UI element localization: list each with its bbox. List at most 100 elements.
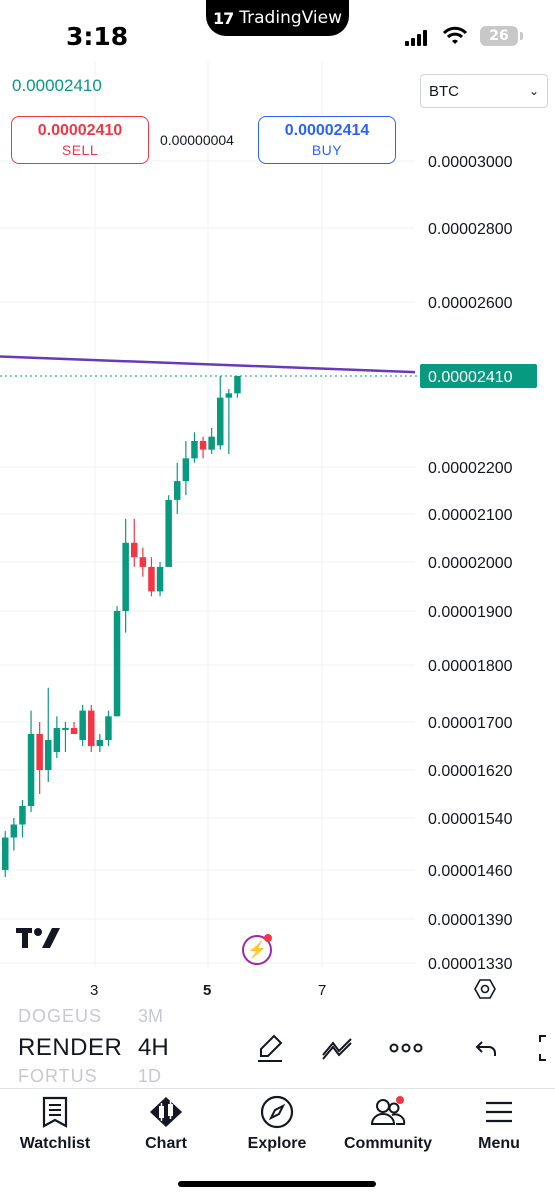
candle-body [208, 436, 215, 450]
time-tick: 3 [90, 982, 99, 999]
fullscreen-button[interactable] [532, 1030, 555, 1066]
nav-community[interactable]: Community [333, 1095, 443, 1153]
candle [36, 722, 43, 794]
candle [79, 704, 86, 746]
indicators-button[interactable] [320, 1030, 356, 1066]
compass-icon [260, 1095, 294, 1129]
lightning-icon[interactable]: ⚡ [242, 934, 272, 965]
candle [148, 557, 155, 597]
chevron-down-icon: ⌄ [528, 84, 539, 98]
draw-tool-button[interactable] [252, 1030, 288, 1066]
tradingview-mini-logo-icon: 17 [213, 8, 234, 28]
price-axis-label: 0.00002600 [428, 295, 513, 312]
candle [156, 562, 164, 597]
price-axis-label: 0.00001800 [428, 658, 513, 675]
candle-body [182, 458, 190, 482]
sell-button[interactable]: 0.00002410 SELL [11, 116, 149, 164]
candle-body [234, 376, 241, 394]
candle-body [131, 542, 138, 558]
more-dots-icon [389, 1043, 423, 1053]
nav-chart[interactable]: Chart [111, 1095, 221, 1153]
price-axis-label: 0.00001540 [428, 811, 513, 828]
wifi-icon [442, 26, 468, 44]
price-axis-label: 0.00001700 [428, 715, 513, 732]
price-axis-label: 0.00002800 [428, 221, 513, 238]
watchlist-icon [42, 1096, 68, 1128]
nav-watchlist-label: Watchlist [19, 1135, 91, 1152]
nav-explore[interactable]: Explore [222, 1095, 332, 1153]
interval-next[interactable]: 1D [138, 1066, 162, 1086]
sell-label: SELL [61, 142, 99, 158]
candle-body [2, 837, 9, 870]
trendline[interactable] [0, 355, 416, 374]
status-bar: 3:18 17 TradingView 26 [0, 0, 555, 62]
candle [70, 722, 78, 734]
symbol-prev[interactable]: DOGEUS [18, 1006, 103, 1026]
candle-body [79, 710, 86, 740]
candle-body [10, 824, 18, 838]
candle [10, 818, 18, 851]
symbol-current[interactable]: RENDER [18, 1034, 123, 1061]
candle-body [165, 499, 172, 567]
dynamic-island: 17 TradingView [206, 0, 349, 36]
candle [62, 722, 69, 752]
candle [27, 710, 35, 812]
pen-icon [258, 1034, 283, 1062]
candle-body [19, 806, 26, 825]
time-tick: 7 [318, 982, 327, 999]
candle-body [174, 481, 181, 500]
interval-current[interactable]: 4H [138, 1034, 169, 1061]
chart-settings-icon[interactable] [474, 978, 496, 1000]
battery-indicator: 26 [480, 26, 523, 46]
buy-price: 0.00002414 [284, 122, 370, 139]
currency-value: BTC [429, 82, 459, 100]
nav-watchlist[interactable]: Watchlist [0, 1095, 110, 1153]
candle-body [225, 393, 233, 398]
candle [88, 704, 95, 752]
price-axis-label: 0.00002100 [428, 507, 513, 524]
candle-body [217, 397, 224, 446]
price-axis-label: 0.00002200 [428, 460, 513, 477]
price-chart[interactable]: 0.00003000 0.00002800 0.00002600 0.00002200… [0, 62, 555, 972]
price-axis-label: 0.00003000 [428, 154, 513, 171]
candle [113, 606, 121, 717]
current-price-badge-label: 0.00002410 [428, 369, 513, 386]
candle [182, 441, 190, 496]
candle-body [199, 441, 207, 450]
symbol-interval-strip[interactable]: DOGEUS RENDER FORTUS 3M 4H 1D [0, 1004, 555, 1088]
candle [2, 831, 9, 877]
nav-chart-label: Chart [145, 1135, 187, 1152]
candle-body [139, 557, 147, 567]
sell-price: 0.00002410 [37, 122, 123, 139]
tradingview-logo-icon [16, 928, 60, 948]
undo-icon [475, 1041, 496, 1056]
undo-button[interactable] [468, 1030, 504, 1066]
currency-select[interactable]: BTC ⌄ [420, 74, 548, 108]
candle-body [53, 728, 61, 752]
grid-lines [0, 62, 415, 967]
time-tick: 5 [203, 982, 212, 999]
more-button[interactable] [388, 1030, 424, 1066]
candle-body [36, 734, 43, 770]
price-axis-label: 0.00001390 [428, 912, 513, 929]
candle-body [122, 542, 129, 611]
candle-body [62, 728, 69, 730]
nav-menu[interactable]: Menu [444, 1095, 554, 1153]
symbol-next[interactable]: FORTUS [18, 1066, 98, 1086]
candle-body [88, 710, 95, 746]
candle-body [45, 740, 52, 770]
candle [165, 495, 172, 567]
buy-button[interactable]: 0.00002414 BUY [258, 116, 396, 164]
nav-community-label: Community [344, 1135, 432, 1152]
time-axis[interactable]: 3 5 7 [0, 974, 555, 1006]
indicators-icon [322, 1038, 352, 1060]
candle [225, 389, 233, 454]
interval-prev[interactable]: 3M [138, 1006, 164, 1026]
candle-body [191, 441, 198, 459]
island-brand: TradingView [239, 8, 342, 28]
price-axis-label: 0.00001900 [428, 604, 513, 621]
candle-body [148, 566, 155, 592]
home-indicator [178, 1181, 376, 1187]
candle [191, 432, 198, 463]
chart-area[interactable]: 0.00003000 0.00002800 0.00002600 0.00002200… [0, 62, 555, 972]
